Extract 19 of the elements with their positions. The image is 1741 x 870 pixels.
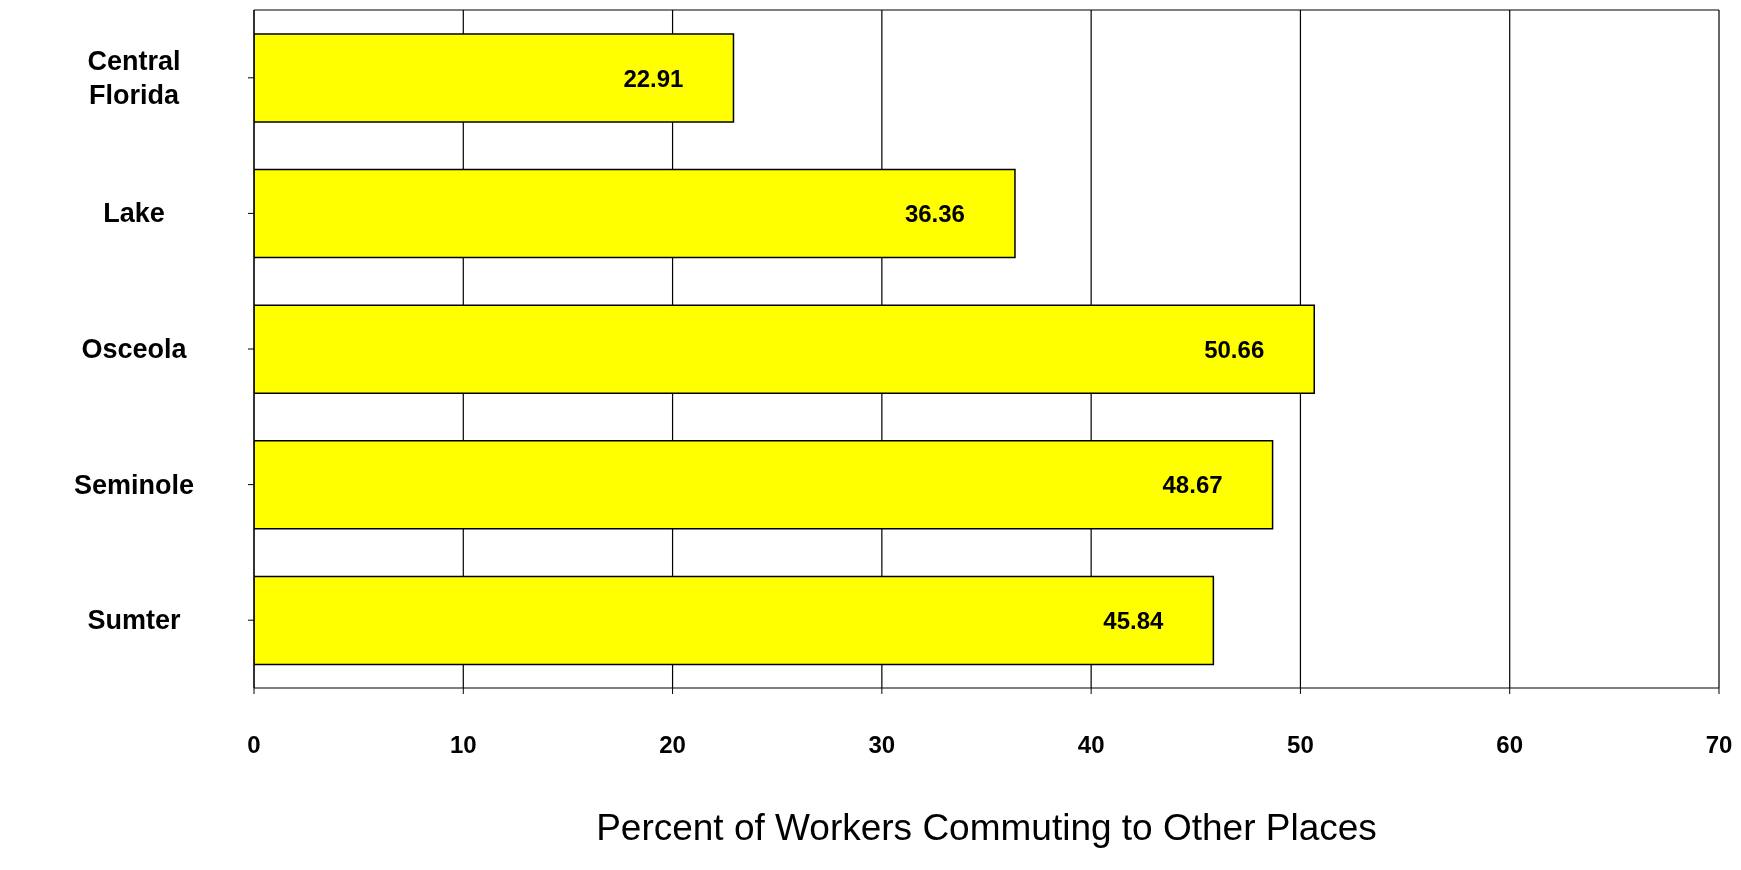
x-axis-title: Percent of Workers Commuting to Other Places — [596, 807, 1377, 848]
x-tick-label: 20 — [659, 731, 686, 759]
x-tick-label: 40 — [1077, 731, 1105, 759]
data-label: 22.91 — [623, 64, 684, 92]
y-tick-label: Sumter — [87, 605, 181, 636]
x-tick-label: 60 — [1496, 731, 1524, 759]
x-tick-label: 50 — [1287, 731, 1314, 759]
data-label: 45.84 — [1103, 606, 1165, 634]
y-tick-label: Central Florida — [87, 45, 181, 110]
data-label: 36.36 — [904, 200, 965, 228]
x-tick-label: 30 — [868, 731, 896, 759]
data-label: 48.67 — [1162, 471, 1223, 499]
y-tick-label: Lake — [103, 198, 165, 229]
x-tick-label: 10 — [449, 731, 477, 759]
data-label: 50.66 — [1204, 335, 1265, 363]
x-tick-label: 70 — [1705, 731, 1733, 759]
x-tick-label: 0 — [247, 731, 261, 759]
y-tick-label: Osceola — [81, 334, 188, 364]
y-tick-label: Seminole — [73, 469, 195, 500]
